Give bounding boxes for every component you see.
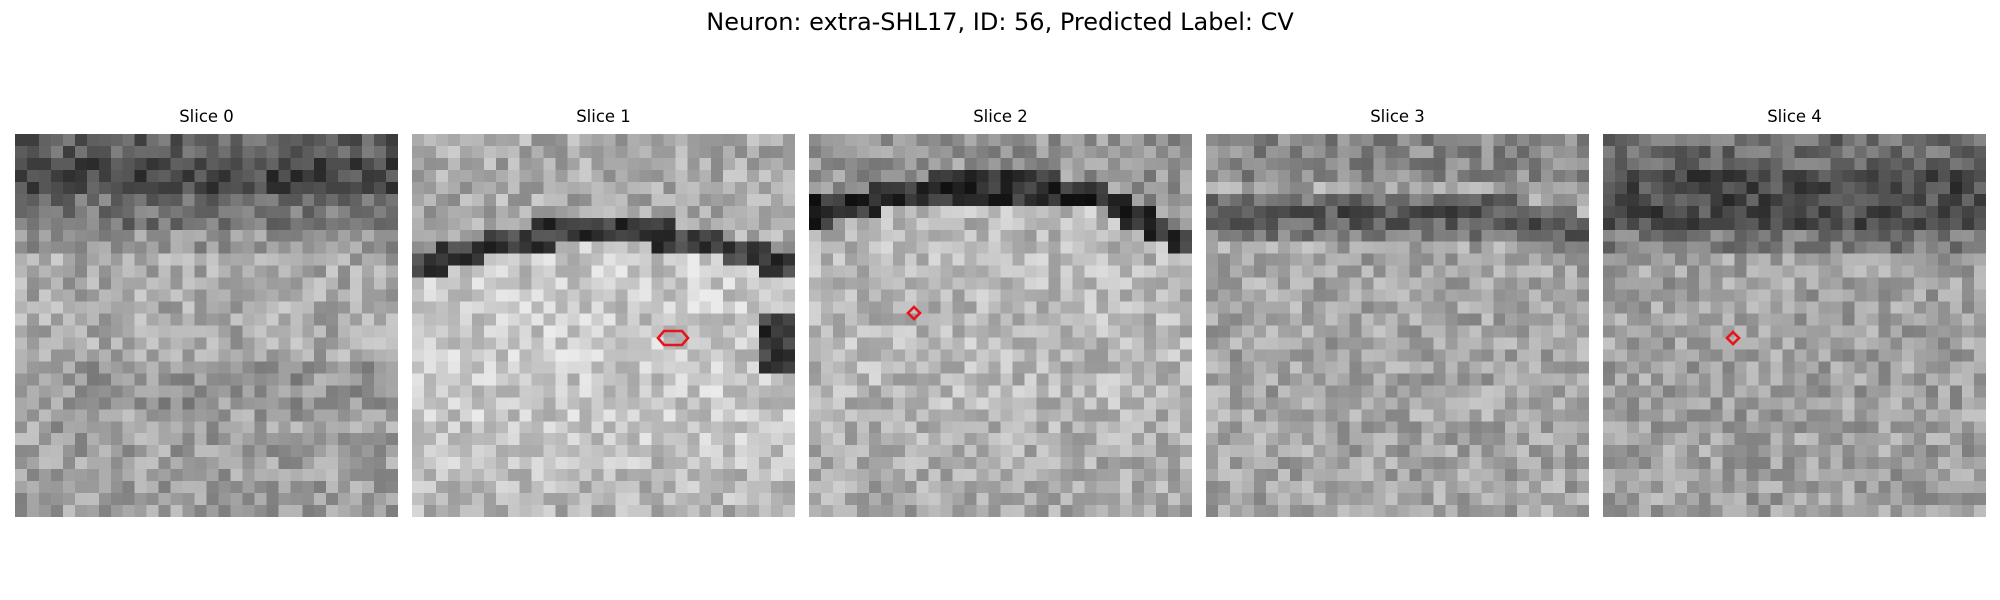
- slice-overlay-4: [1725, 330, 1741, 346]
- figure-title: Neuron: extra-SHL17, ID: 56, Predicted L…: [706, 8, 1294, 36]
- roi-marker-2: [906, 305, 922, 321]
- slice-overlay-1: [656, 329, 690, 347]
- slice-image-0: [15, 134, 398, 517]
- slice-title-3: Slice 3: [1370, 107, 1425, 126]
- slice-panel-1: Slice 1: [412, 107, 795, 517]
- slice-panel-4: Slice 4: [1603, 107, 1986, 517]
- slice-image-4: [1603, 134, 1986, 517]
- slice-image-1: [412, 134, 795, 517]
- slice-panel-2: Slice 2: [809, 107, 1192, 517]
- slice-panel-0: Slice 0: [15, 107, 398, 517]
- slice-image-3: [1206, 134, 1589, 517]
- roi-marker-4: [1725, 330, 1741, 346]
- slice-title-2: Slice 2: [973, 107, 1028, 126]
- slice-overlay-2: [906, 305, 922, 321]
- slice-title-0: Slice 0: [179, 107, 234, 126]
- slice-image-2: [809, 134, 1192, 517]
- slice-title-4: Slice 4: [1767, 107, 1822, 126]
- slice-title-1: Slice 1: [576, 107, 631, 126]
- roi-marker-1: [656, 329, 690, 347]
- slice-panel-3: Slice 3: [1206, 107, 1589, 517]
